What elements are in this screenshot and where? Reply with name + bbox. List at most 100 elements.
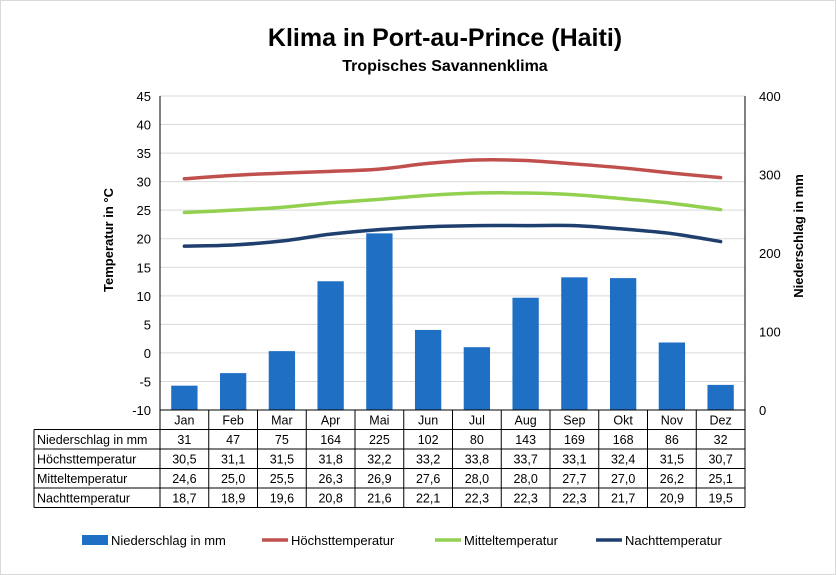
x-tick-label: Mai (369, 414, 389, 428)
x-tick-label: Jun (418, 414, 438, 428)
precipitation-bar (268, 351, 296, 410)
legend-label: Mitteltemperatur (464, 533, 559, 548)
x-tick-label: Jan (174, 414, 194, 428)
x-tick-label: Sep (563, 414, 585, 428)
legend-label: Niederschlag in mm (111, 533, 226, 548)
chart-title: Klima in Port-au-Prince (Haiti) (268, 24, 622, 52)
precipitation-bar (512, 297, 539, 410)
table-cell: 80 (470, 433, 484, 447)
table-row-header: Höchsttemperatur (37, 453, 136, 467)
table-cell: 28,0 (513, 472, 537, 486)
x-tick-label: Dez (710, 414, 732, 428)
table-cell: 18,9 (221, 492, 245, 506)
left-tick-label: 40 (137, 118, 151, 133)
x-tick-label: Nov (661, 414, 684, 428)
data-table: Jan Feb Mar Apr Mai Jun Jul Aug Sep Okt Nov Dez Nied… (33, 409, 746, 508)
precipitation-bars (171, 233, 734, 410)
table-cell: 30,7 (708, 453, 732, 467)
precipitation-bar (707, 384, 734, 410)
table-cell: 225 (369, 433, 390, 447)
right-tick-label: 100 (759, 325, 781, 340)
table-cell: 25,1 (708, 472, 732, 486)
temperature-lines (182, 157, 723, 248)
table-cell: 22,3 (513, 492, 537, 506)
table-cell: 32 (714, 433, 728, 447)
table-cell: 31,5 (270, 453, 294, 467)
table-row-header: Mitteltemperatur (37, 472, 127, 486)
table-cell: 19,5 (708, 492, 732, 506)
table-cell: 20,8 (318, 492, 342, 506)
legend-label: Höchsttemperatur (291, 533, 395, 548)
table-row-header: Nachttemperatur (37, 492, 130, 506)
table-cell: 168 (613, 433, 634, 447)
x-tick-label: Feb (222, 414, 244, 428)
left-tick-label: 25 (137, 203, 151, 218)
gridlines (160, 95, 745, 382)
left-tick-label: 5 (144, 317, 151, 332)
table-cell: 20,9 (660, 492, 684, 506)
table-cell: 27,6 (416, 472, 440, 486)
right-tick-label: 0 (759, 403, 766, 418)
precipitation-bar (366, 233, 393, 410)
table-cell: 28,0 (465, 472, 489, 486)
table-cell: 26,2 (660, 472, 684, 486)
table-cell: 19,6 (270, 492, 294, 506)
table-cell: 31,1 (221, 453, 245, 467)
right-axis-label: Niederschlag in mm (791, 174, 806, 298)
table-cell: 31,8 (318, 453, 342, 467)
precipitation-bar (171, 385, 198, 410)
table-cell: 86 (665, 433, 679, 447)
table-cell: 31,5 (660, 453, 684, 467)
precipitation-bar (414, 329, 442, 410)
table-cell: 27,0 (611, 472, 635, 486)
axes: -10 -5 0 5 10 15 20 25 30 35 40 45 0 100 200 300 400 (132, 89, 781, 418)
left-tick-label: 30 (137, 175, 151, 190)
table-cell: 31 (177, 433, 191, 447)
legend-swatch (82, 535, 108, 545)
table-cell: 169 (564, 433, 585, 447)
table-cell: 18,7 (172, 492, 196, 506)
left-tick-label: 0 (144, 346, 151, 361)
table-cell: 22,3 (562, 492, 586, 506)
table-cell: 33,1 (562, 453, 586, 467)
table-cell: 32,2 (367, 453, 391, 467)
left-tick-label: 35 (137, 146, 151, 161)
left-tick-label: -5 (139, 374, 151, 389)
x-tick-label: Jul (469, 414, 485, 428)
precipitation-bar (219, 373, 247, 410)
table-cell: 102 (418, 433, 439, 447)
table-cell: 21,6 (367, 492, 391, 506)
x-tick-label: Aug (515, 414, 537, 428)
right-tick-label: 400 (759, 89, 781, 104)
table-cell: 143 (515, 433, 536, 447)
left-tick-label: 20 (137, 232, 151, 247)
table-cell: 22,3 (465, 492, 489, 506)
table-cell: 33,7 (513, 453, 537, 467)
table-cell: 75 (275, 433, 289, 447)
precipitation-bar (609, 278, 637, 410)
precipitation-bar (317, 281, 344, 410)
table-row-header: Niederschlag in mm (37, 433, 147, 447)
left-axis-label: Temperatur in °C (101, 187, 116, 292)
series-line-nachttemperatur (182, 223, 723, 248)
precipitation-bar (658, 342, 686, 410)
series-line-mitteltemperatur (182, 191, 723, 215)
precipitation-bar (463, 347, 491, 410)
table-cell: 24,6 (172, 472, 196, 486)
table-cell: 26,9 (367, 472, 391, 486)
table-cell: 164 (320, 433, 341, 447)
table-cell: 25,0 (221, 472, 245, 486)
x-tick-label: Okt (613, 414, 633, 428)
precipitation-bar (561, 277, 588, 410)
legend-label: Nachttemperatur (625, 533, 722, 548)
table-cell: 27,7 (562, 472, 586, 486)
left-tick-label: 10 (137, 289, 151, 304)
series-line-h-chsttemperatur (182, 157, 723, 181)
right-tick-label: 300 (759, 168, 781, 183)
table-cell: 26,3 (318, 472, 342, 486)
right-tick-label: 200 (759, 246, 781, 261)
table-cell: 33,2 (416, 453, 440, 467)
table-cell: 21,7 (611, 492, 635, 506)
table-cell: 32,4 (611, 453, 635, 467)
